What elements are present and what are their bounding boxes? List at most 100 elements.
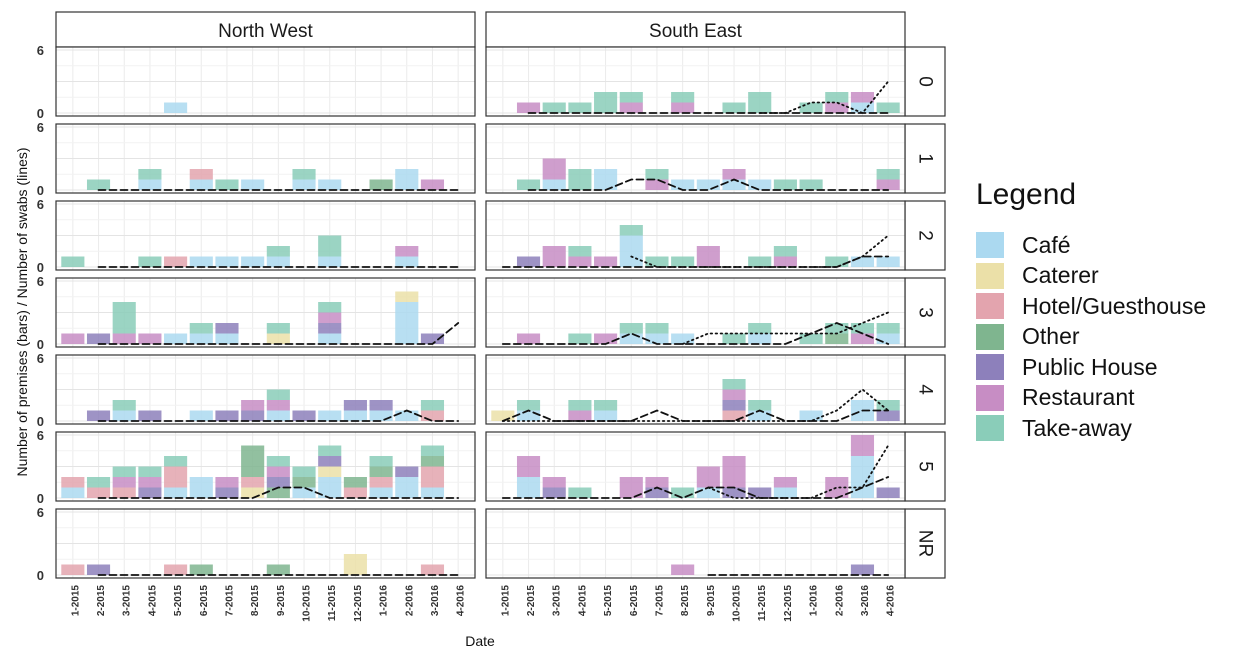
column-strip-north-west	[55, 11, 476, 48]
bar-restaurant	[825, 477, 849, 498]
bar-take-away	[112, 302, 136, 334]
bar-take-away	[645, 323, 669, 334]
bar-caf	[292, 487, 316, 498]
swab-line-dashed	[97, 486, 460, 499]
bar-caf	[395, 410, 419, 421]
swab-line-dotted	[681, 311, 890, 345]
x-tick-label: 4-2015	[577, 585, 588, 617]
legend-item-public-house: Public House	[976, 352, 1246, 383]
bar-public-house	[266, 477, 290, 488]
legend-item-caf: Café	[976, 230, 1246, 261]
bar-caf	[799, 410, 823, 421]
bar-take-away	[876, 102, 900, 113]
bar-take-away	[568, 400, 592, 411]
bar-take-away	[292, 466, 316, 477]
bar-public-house	[241, 410, 265, 421]
bar-restaurant	[825, 102, 849, 113]
bar-caterer	[241, 487, 265, 498]
panel-border	[485, 277, 906, 348]
bar-take-away	[568, 102, 592, 113]
legend-swatch	[976, 293, 1004, 320]
y-tick-label: 6	[37, 43, 44, 58]
bar-public-house	[318, 456, 342, 467]
bar-caf	[671, 333, 695, 344]
row-strip-label-3: 3	[915, 307, 936, 318]
bar-restaurant	[420, 179, 445, 190]
bar-hotel-guesthouse	[61, 477, 85, 488]
bar-take-away	[215, 179, 239, 190]
bar-take-away	[112, 400, 136, 411]
bar-public-house	[86, 410, 111, 421]
y-tick-label: 0	[37, 183, 44, 198]
x-tick-label: 9-2015	[706, 585, 717, 617]
bar-take-away	[594, 400, 618, 411]
bar-take-away	[799, 333, 823, 344]
panel-border	[485, 431, 906, 502]
bar-restaurant	[594, 333, 618, 344]
bar-caf	[395, 477, 419, 498]
bar-caf	[318, 333, 342, 344]
bar-public-house	[722, 487, 746, 498]
panel-border	[485, 200, 906, 271]
x-tick-label: 3-2016	[430, 585, 441, 617]
bar-take-away	[825, 92, 849, 103]
legend-item-hotel-guesthouse: Hotel/Guesthouse	[976, 291, 1246, 322]
x-tick-label: 10-2015	[732, 585, 743, 622]
bar-public-house	[722, 400, 746, 411]
x-tick-label: 3-2015	[122, 585, 133, 617]
panel-border	[55, 46, 476, 117]
bar-take-away	[112, 466, 136, 477]
bar-caf	[241, 256, 265, 267]
bar-public-house	[420, 333, 445, 344]
bar-caf	[138, 179, 162, 190]
bar-public-house	[215, 487, 239, 498]
bar-other	[266, 564, 290, 575]
bar-restaurant	[215, 477, 239, 488]
row-strip-4	[904, 354, 946, 425]
legend-items: Café Caterer Hotel/Guesthouse Other Public H…	[976, 230, 1246, 444]
bar-take-away	[138, 466, 162, 477]
bar-hotel-guesthouse	[420, 466, 445, 488]
bar-public-house	[343, 400, 367, 411]
bar-other	[369, 179, 393, 190]
bar-caf	[112, 410, 136, 421]
bar-take-away	[568, 246, 592, 257]
bar-take-away	[266, 456, 290, 467]
bar-take-away	[369, 456, 393, 467]
bar-hotel-guesthouse	[189, 169, 213, 180]
bar-take-away	[876, 400, 900, 411]
bar-public-house	[215, 410, 239, 421]
bar-caf	[876, 333, 900, 344]
x-tick-label: 1-2016	[379, 585, 390, 617]
bar-caf	[189, 333, 213, 344]
swab-line-dashed	[97, 322, 460, 345]
bar-restaurant	[318, 312, 342, 323]
bar-restaurant	[850, 333, 875, 344]
bar-public-house	[86, 564, 111, 575]
bar-caf	[773, 487, 797, 498]
x-tick-label: 9-2015	[276, 585, 287, 617]
bar-caf	[420, 487, 445, 498]
x-tick-label: 6-2015	[629, 585, 640, 617]
bar-restaurant	[542, 158, 566, 180]
bar-take-away	[645, 169, 669, 180]
y-axis-label: Number of premises (bars) / Number of sw…	[14, 147, 30, 476]
bar-take-away	[594, 92, 618, 113]
bar-caf	[696, 179, 720, 190]
row-strip-nr	[904, 508, 946, 579]
swab-line-dotted	[630, 234, 890, 268]
bar-caf	[619, 333, 643, 344]
bar-caterer	[266, 333, 290, 344]
bar-caterer	[395, 291, 419, 302]
y-tick-label: 6	[37, 120, 44, 135]
y-tick-label: 6	[37, 197, 44, 212]
bar-restaurant	[773, 477, 797, 488]
bar-take-away	[318, 445, 342, 456]
bar-hotel-guesthouse	[61, 564, 85, 575]
bar-caf	[189, 179, 213, 190]
bar-public-house	[876, 410, 900, 421]
swab-line-dashed	[527, 178, 890, 191]
bar-public-house	[395, 466, 419, 477]
bar-take-away	[799, 179, 823, 190]
